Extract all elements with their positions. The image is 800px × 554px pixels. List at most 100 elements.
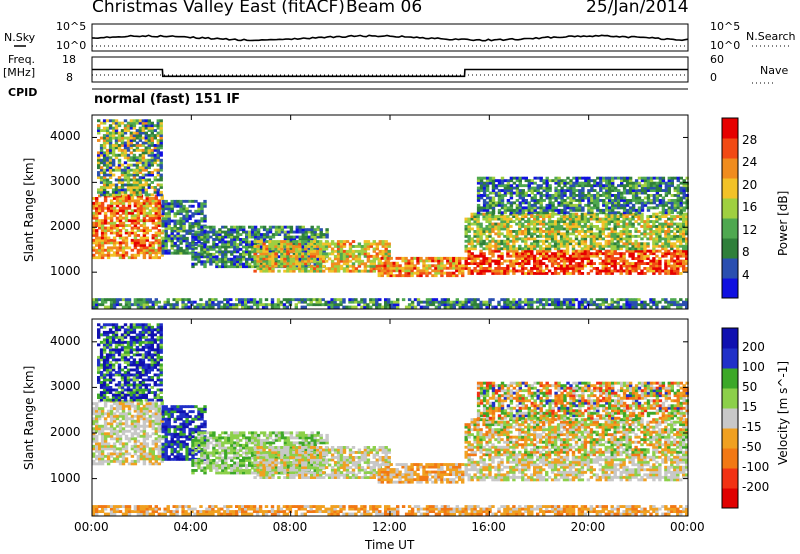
power-cell xyxy=(150,156,154,160)
power-cell xyxy=(568,242,573,246)
power-cell xyxy=(98,201,102,205)
power-cell xyxy=(536,184,540,188)
power-cell xyxy=(111,163,116,167)
power-cell xyxy=(203,217,207,221)
power-cell xyxy=(685,176,689,180)
power-cell xyxy=(667,186,671,190)
power-cell xyxy=(625,181,630,185)
power-cell xyxy=(643,225,647,228)
power-cell xyxy=(640,191,645,195)
power-cell xyxy=(497,215,501,218)
power-cell xyxy=(132,134,137,137)
power-cell xyxy=(136,204,141,208)
power-cell xyxy=(147,166,151,170)
power-cell xyxy=(250,250,255,254)
power-cell xyxy=(673,203,677,207)
power-cell xyxy=(319,264,323,268)
power-cell xyxy=(617,194,621,197)
power-cell xyxy=(392,266,396,270)
power-cell xyxy=(509,269,513,273)
power-cell xyxy=(488,247,492,251)
power-cell xyxy=(470,303,474,307)
power-cell xyxy=(604,269,608,273)
power-cell xyxy=(138,186,143,189)
power-cell xyxy=(580,242,585,246)
power-cell xyxy=(485,225,489,228)
power-cell xyxy=(130,214,135,218)
power-cell xyxy=(136,300,141,304)
power-cell xyxy=(154,303,158,307)
power-cell xyxy=(173,249,177,253)
power-cell xyxy=(428,298,433,302)
power-cell xyxy=(610,230,614,233)
power-cell xyxy=(482,186,487,190)
power-cell xyxy=(637,217,641,221)
power-cell xyxy=(150,161,154,165)
power-cell xyxy=(485,196,490,200)
power-cell xyxy=(295,225,299,229)
power-cell xyxy=(571,252,576,256)
power-cell xyxy=(568,272,573,275)
power-cell xyxy=(200,204,204,208)
power-cell xyxy=(120,163,125,167)
power-cell xyxy=(102,181,107,184)
power-cell xyxy=(524,244,528,248)
power-cell xyxy=(286,260,291,264)
power-cell xyxy=(652,199,657,202)
power-cell xyxy=(536,191,540,195)
power-cell xyxy=(491,184,496,188)
power-cell xyxy=(244,305,248,309)
power-cell xyxy=(277,233,282,236)
power-cell xyxy=(571,244,576,248)
power-cell xyxy=(117,146,122,150)
power-cell xyxy=(108,161,113,165)
power-cell xyxy=(655,262,659,265)
power-cell xyxy=(277,247,281,251)
power-cell xyxy=(102,158,107,162)
power-cell xyxy=(298,230,302,234)
power-cell xyxy=(301,245,305,249)
power-cell xyxy=(553,244,558,248)
power-cell xyxy=(512,211,517,215)
power-cell xyxy=(634,215,638,218)
power-cell xyxy=(455,274,459,278)
power-cell xyxy=(571,239,576,243)
power-cell xyxy=(533,220,537,223)
power-cell xyxy=(473,232,477,236)
power-cell xyxy=(536,272,540,275)
power-cell xyxy=(622,244,626,248)
power-cell xyxy=(218,250,222,254)
power-cell xyxy=(610,242,614,246)
power-cell xyxy=(117,134,122,137)
power-cell xyxy=(646,184,651,188)
power-cell xyxy=(303,298,307,302)
power-cell xyxy=(617,199,621,202)
power-cell xyxy=(542,262,546,265)
power-cell xyxy=(100,303,105,307)
power-cell xyxy=(500,201,505,205)
power-cell xyxy=(283,262,287,266)
power-cell xyxy=(301,269,305,273)
power-cell xyxy=(280,228,285,232)
power-cell xyxy=(102,171,107,174)
power-cell xyxy=(248,265,252,269)
power-cell xyxy=(133,214,138,218)
power-cell xyxy=(106,238,111,242)
power-cell xyxy=(273,305,278,309)
power-cell xyxy=(348,264,353,268)
power-cell xyxy=(307,265,311,269)
power-cell xyxy=(100,253,105,257)
power-cell xyxy=(164,241,168,245)
power-cell xyxy=(565,237,570,241)
power-cell xyxy=(153,156,157,160)
power-cell xyxy=(111,158,116,162)
power-cell xyxy=(446,300,450,304)
power-cell xyxy=(503,179,508,183)
power-cell xyxy=(173,244,177,248)
power-cell xyxy=(614,206,618,210)
power-cell xyxy=(506,222,510,226)
power-cell xyxy=(545,272,549,275)
power-cell xyxy=(679,186,683,190)
power-cell xyxy=(431,298,436,302)
power-cell xyxy=(589,225,594,228)
